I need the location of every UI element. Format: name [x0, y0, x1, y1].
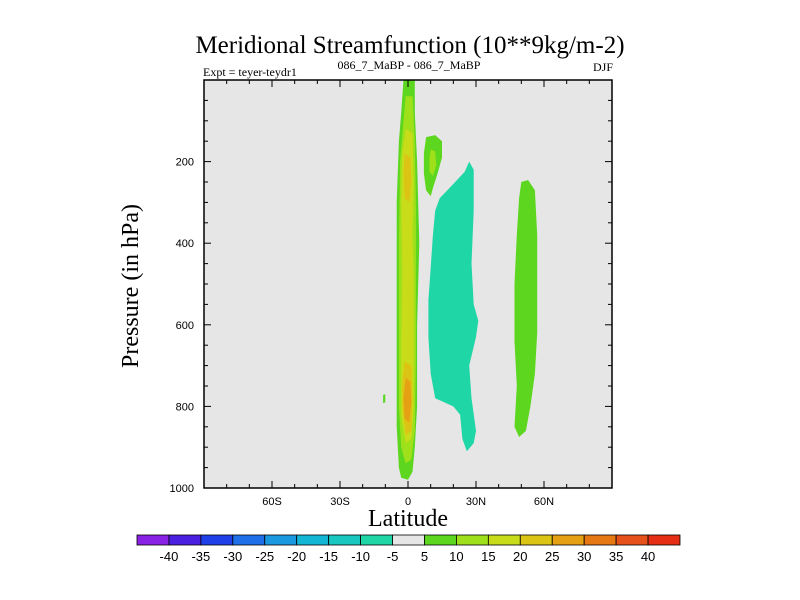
x-tick-label: 60N — [534, 496, 554, 508]
colorbar-swatch — [392, 534, 425, 546]
colorbar-swatch — [136, 534, 170, 546]
chart-title: Meridional Streamfunction (10**9kg/m-2) — [195, 32, 624, 59]
y-axis-label: Pressure (in hPa) — [118, 204, 144, 368]
colorbar-swatch — [615, 534, 649, 546]
axis-ticks: 60S 30S 0 30N 60N 200 400 600 800 1000 — [170, 80, 612, 508]
colorbar-label: 5 — [421, 549, 428, 564]
colorbar-swatch — [200, 534, 234, 546]
colorbar-swatch — [360, 534, 393, 546]
colorbar-label: -35 — [191, 549, 210, 564]
subtitle-right: DJF — [593, 60, 613, 74]
colorbar-swatch — [583, 534, 617, 546]
colorbar-swatch — [168, 534, 202, 546]
colorbar-label: -40 — [160, 549, 179, 564]
colorbar-label: -30 — [223, 549, 242, 564]
colorbar-swatch — [456, 534, 489, 546]
contour-region-nh-positive-cell — [514, 180, 538, 437]
colorbar-label: 10 — [449, 549, 463, 564]
colorbar: -40 -35 -30 -25 -20 -15 -10 -5 5 10 15 20 25 30 35 40 — [136, 534, 681, 564]
contour-region-equatorial-core-max — [403, 377, 412, 423]
contour-region-equatorial-core-upper — [403, 153, 412, 203]
colorbar-swatch — [296, 534, 330, 546]
colorbar-swatch — [232, 534, 266, 546]
contour-regions — [383, 80, 538, 480]
colorbar-swatch — [647, 534, 681, 546]
contour-region-small-sh-blob — [383, 394, 386, 404]
colorbar-label: 40 — [641, 549, 655, 564]
y-tick-label: 400 — [176, 238, 194, 250]
y-tick-label: 1000 — [170, 483, 194, 495]
colorbar-label: -10 — [351, 549, 370, 564]
colorbar-swatch — [487, 534, 521, 546]
contour-region-nh-upper-cell-core — [429, 149, 437, 176]
colorbar-label: -20 — [287, 549, 306, 564]
x-tick-label: 60S — [262, 496, 282, 508]
colorbar-label: 20 — [513, 549, 527, 564]
colorbar-swatch — [328, 534, 361, 546]
colorbar-label: 25 — [545, 549, 559, 564]
colorbar-swatch — [264, 534, 298, 546]
colorbar-label: 30 — [577, 549, 591, 564]
y-tick-label: 600 — [176, 320, 194, 332]
colorbar-label: 15 — [481, 549, 495, 564]
y-tick-label: 800 — [176, 401, 194, 413]
x-tick-label: 0 — [405, 496, 411, 508]
colorbar-swatch — [424, 534, 457, 546]
subtitle-left: Expt = teyer-teydr1 — [203, 65, 297, 79]
colorbar-label: -25 — [255, 549, 274, 564]
x-axis-label: Latitude — [368, 506, 448, 532]
colorbar-label: -5 — [387, 549, 399, 564]
x-tick-label: 30S — [330, 496, 350, 508]
colorbar-swatch — [519, 534, 553, 546]
x-tick-label: 30N — [466, 496, 486, 508]
colorbar-label: 35 — [609, 549, 623, 564]
contour-region-nh-negative-cell — [428, 161, 479, 452]
colorbar-label: -15 — [319, 549, 338, 564]
colorbar-swatch — [551, 534, 585, 546]
subtitle-center: 086_7_MaBP - 086_7_MaBP — [338, 58, 481, 72]
y-tick-label: 200 — [176, 157, 194, 169]
